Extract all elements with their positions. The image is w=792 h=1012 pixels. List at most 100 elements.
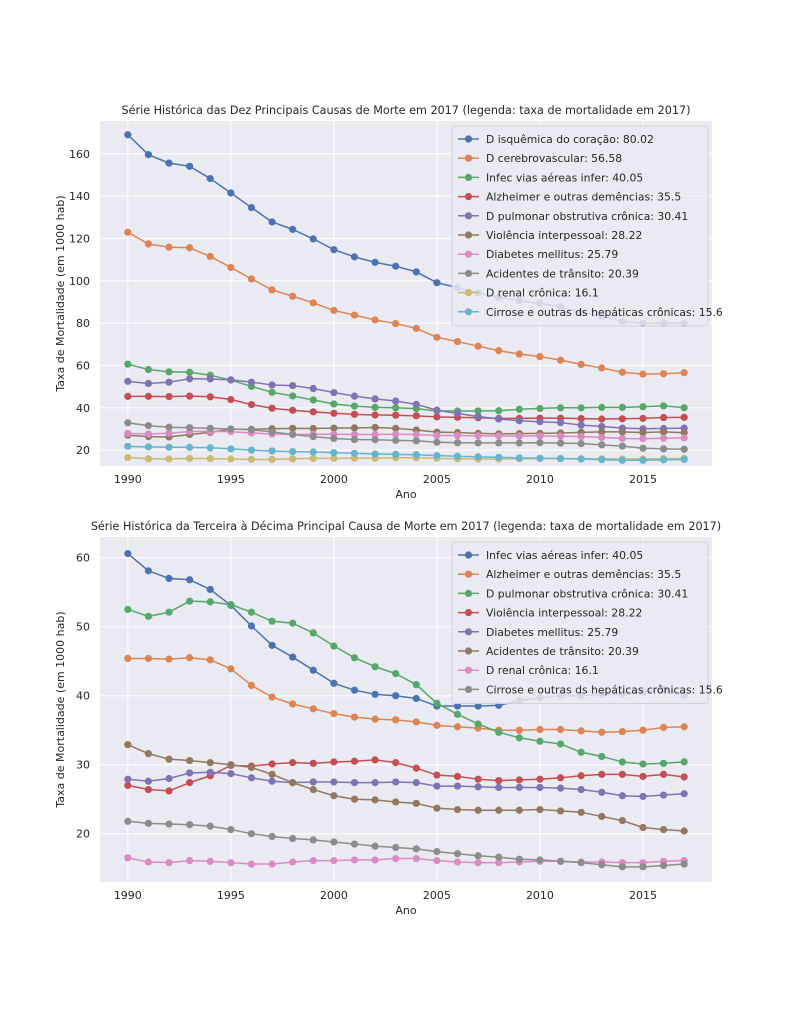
legend-marker (464, 212, 473, 220)
data-point (371, 411, 379, 419)
y-tick-label: 160 (69, 148, 90, 161)
data-point (165, 859, 173, 867)
data-point (227, 455, 235, 463)
data-point (412, 854, 420, 863)
legend-item: Cirrose e outras ds hepáticas crônicas: … (458, 683, 723, 696)
data-point (577, 859, 585, 867)
data-point (659, 759, 668, 767)
data-point (330, 778, 338, 786)
data-point (433, 699, 441, 707)
data-point (639, 772, 647, 781)
data-point (433, 431, 441, 440)
data-point (247, 455, 256, 464)
data-point (350, 449, 359, 457)
data-point (598, 728, 606, 736)
data-point (618, 816, 626, 825)
data-point (268, 381, 276, 389)
legend-item: D isquêmica do coração: 80.02 (458, 133, 654, 146)
x-tick-label: 2000 (320, 889, 348, 902)
data-point (618, 863, 626, 871)
data-point (618, 792, 626, 800)
data-point (495, 728, 503, 736)
data-point (556, 740, 565, 748)
data-point (433, 438, 441, 446)
series-7 (124, 419, 688, 453)
data-point (165, 392, 173, 401)
legend-marker (464, 647, 473, 655)
data-point (289, 779, 297, 787)
data-point (412, 451, 420, 459)
data-point (598, 415, 606, 423)
data-point (268, 447, 276, 455)
x-tick-label: 1995 (217, 889, 245, 902)
y-tick-label: 30 (76, 759, 90, 772)
data-point (392, 436, 400, 444)
x-tick-label: 2000 (320, 473, 348, 486)
data-point (659, 402, 668, 410)
data-point (618, 368, 626, 376)
data-point (453, 723, 462, 731)
legend-item: Infec vias aéreas infer: 40.05 (458, 549, 643, 562)
data-point (124, 392, 132, 400)
data-point (268, 388, 276, 396)
data-point (536, 775, 544, 783)
data-point (392, 716, 400, 724)
data-point (206, 656, 214, 664)
data-point (186, 368, 194, 376)
data-point (350, 856, 359, 864)
data-point (309, 432, 317, 441)
legend-marker (464, 250, 473, 258)
data-point (680, 429, 688, 437)
legend-marker (464, 609, 473, 617)
data-point (474, 775, 482, 783)
data-point (165, 368, 173, 376)
data-point (515, 855, 523, 863)
data-point (309, 408, 317, 416)
legend-item: D pulmonar obstrutiva crônica: 30.41 (458, 210, 688, 223)
legend-marker (464, 308, 473, 316)
data-point (186, 779, 194, 787)
data-point (392, 854, 400, 863)
legend-box (451, 541, 709, 705)
data-point (268, 286, 276, 294)
legend-marker (464, 685, 473, 694)
data-point (247, 774, 256, 782)
data-point (536, 805, 544, 814)
legend-label: D pulmonar obstrutiva crônica: 30.41 (486, 210, 688, 223)
legend-label: Infec vias aéreas infer: 40.05 (486, 171, 643, 184)
data-point (680, 455, 688, 464)
data-point (206, 393, 214, 401)
legend-label: D renal crônica: 16.1 (486, 287, 599, 300)
data-point (680, 758, 688, 766)
data-point (186, 375, 194, 383)
data-point (433, 333, 441, 341)
data-point (536, 856, 544, 864)
data-point (495, 453, 503, 461)
data-point (206, 857, 214, 865)
data-point (433, 782, 441, 790)
data-point (268, 404, 276, 412)
data-point (165, 755, 173, 763)
data-point (495, 439, 503, 447)
data-point (247, 622, 256, 630)
data-point (412, 437, 420, 445)
data-point (536, 725, 544, 734)
data-point (206, 252, 214, 261)
legend-marker (464, 173, 473, 181)
data-point (474, 453, 482, 461)
data-point (268, 693, 276, 701)
legend-marker (464, 551, 473, 559)
series-line (127, 857, 685, 865)
data-point (144, 443, 153, 451)
data-point (453, 782, 462, 790)
y-axis-label: Taxa de Mortalidade (em 1000 hab) (54, 195, 67, 392)
data-point (556, 432, 565, 440)
legend-label: Diabetes mellitus: 25.79 (486, 626, 618, 639)
data-point (639, 414, 647, 422)
data-point (268, 832, 276, 841)
data-point (289, 759, 297, 767)
data-point (124, 817, 132, 825)
y-tick-label: 20 (76, 828, 90, 841)
legend-item: Diabetes mellitus: 25.79 (458, 626, 618, 639)
data-point (186, 654, 194, 662)
